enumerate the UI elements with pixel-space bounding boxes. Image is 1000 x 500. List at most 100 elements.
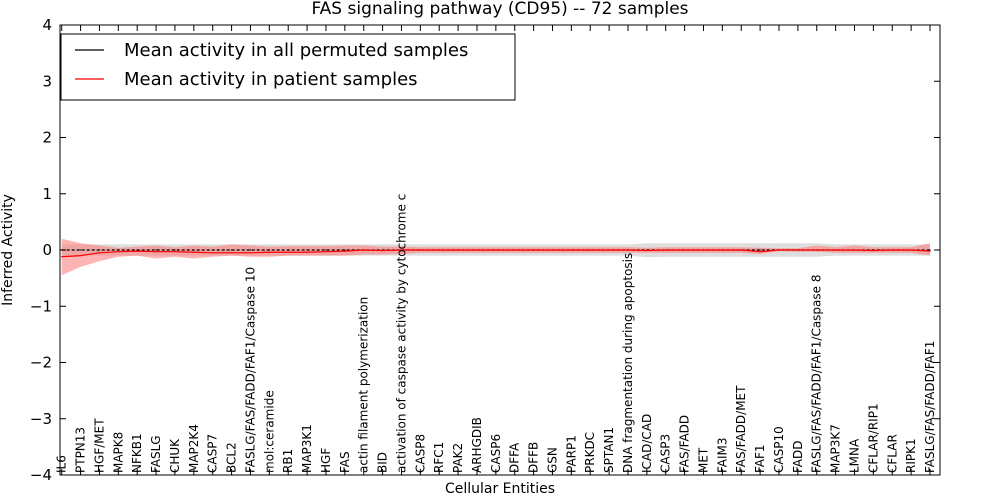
data-point-patient [646, 249, 648, 252]
x-tick-label: DFFB [527, 442, 541, 473]
x-tick-label: MAP3K1 [300, 424, 314, 473]
data-point-patient [910, 249, 912, 251]
data-point-permuted [344, 249, 346, 251]
x-tick-label: CFLAR/RIP1 [866, 403, 880, 473]
series-lines [61, 249, 931, 258]
data-point-permuted [174, 249, 176, 251]
x-axis-label: Cellular Entities [445, 481, 555, 497]
x-tick-label: CASP6 [489, 434, 503, 473]
x-tick-label: FAF1 [753, 444, 767, 473]
x-tick-label: FASLG/FAS/FADD/FAF1 [923, 341, 937, 473]
x-tick-label: HGF [319, 448, 333, 473]
data-point-patient [457, 249, 459, 251]
data-point-patient [438, 249, 440, 251]
x-tick-label: DFFA [508, 442, 522, 473]
data-point-patient [249, 252, 252, 254]
data-point-patient [514, 249, 516, 251]
data-point-patient [495, 249, 497, 251]
data-point-permuted [79, 249, 82, 251]
data-point-patient [136, 250, 138, 252]
data-point-permuted [929, 249, 931, 251]
data-point-patient [117, 251, 119, 253]
x-tick-label: FASLG/FAS/FADD/FAF1/Caspase 8 [810, 275, 824, 474]
y-tick-label: −3 [30, 410, 52, 428]
x-tick-label: SPTAN1 [602, 427, 616, 473]
data-point-patient [193, 251, 195, 253]
x-tick-label: DNA fragmentation during apoptosis [621, 253, 635, 473]
x-tick-label: FAS [338, 451, 352, 473]
data-point-patient [721, 249, 723, 251]
y-axis-ticks: −4 −3 −2 −1 0 1 2 3 4 [30, 16, 940, 484]
x-axis-ticks: IL6 PTPN13 HGF/MET MAPK8 NFKB1 FASLG CHUK MAP2K… [55, 25, 937, 475]
data-point-patient [665, 249, 667, 251]
x-tick-label: FADD [791, 441, 805, 474]
data-point-patient [533, 249, 535, 251]
data-point-permuted [98, 249, 101, 251]
x-tick-label: BCL2 [225, 442, 239, 473]
x-tick-label: FAIM3 [715, 437, 729, 473]
x-tick-label: CASP8 [413, 434, 427, 473]
x-tick-label: GSN [545, 447, 559, 473]
x-tick-label: mol:ceramide [262, 390, 276, 473]
data-point-patient [212, 252, 214, 254]
y-tick-label: 0 [42, 241, 52, 259]
x-tick-label: IL6 [55, 455, 69, 473]
x-tick-label: CASP7 [206, 434, 220, 473]
x-tick-label: MAPK8 [111, 432, 125, 473]
data-point-patient [306, 251, 308, 253]
data-point-patient [627, 249, 629, 251]
x-tick-label: actin filament polymerization [357, 297, 371, 473]
confidence-bands [61, 238, 930, 276]
x-tick-label: FASLG [149, 435, 163, 473]
x-tick-label: CASP10 [772, 426, 786, 473]
data-point-patient [400, 249, 403, 251]
chart-title: FAS signaling pathway (CD95) -- 72 sampl… [311, 0, 688, 19]
data-point-patient [608, 249, 610, 251]
data-point-patient [230, 252, 233, 254]
data-point-patient [325, 251, 327, 253]
data-point-patient [155, 251, 157, 253]
x-tick-label: RIPK1 [904, 438, 918, 473]
x-tick-label: NFKB1 [130, 433, 144, 473]
data-point-patient [797, 249, 799, 251]
data-point-patient [929, 250, 931, 252]
data-point-permuted [759, 249, 761, 251]
x-tick-label: MAP2K4 [187, 424, 201, 473]
x-tick-label: PAK2 [451, 443, 465, 473]
x-tick-label: LMNA [848, 438, 862, 473]
x-tick-label: ICAD/CAD [640, 414, 654, 473]
data-point-patient [872, 249, 874, 252]
x-tick-label: ARHGDIB [470, 417, 484, 473]
y-tick-label: 3 [42, 72, 52, 90]
x-tick-label: RFC1 [432, 442, 446, 473]
data-point-patient [551, 249, 554, 251]
data-point-patient [891, 249, 893, 251]
data-point-permuted [287, 249, 289, 251]
x-tick-label: activation of caspase activity by cytoch… [394, 194, 408, 473]
data-point-patient [61, 256, 63, 258]
data-point-patient [79, 255, 82, 257]
data-point-permuted [249, 249, 252, 251]
band-patient [61, 238, 930, 276]
x-tick-label: MET [696, 447, 710, 473]
x-tick-label: PRKDC [583, 432, 597, 473]
data-point-permuted [155, 249, 157, 251]
data-point-patient [570, 249, 572, 251]
y-tick-label: −4 [30, 466, 52, 484]
data-point-patient [287, 251, 289, 253]
data-point-permuted [306, 249, 308, 251]
data-point-patient [684, 249, 686, 251]
data-point-patient [174, 251, 176, 253]
data-point-patient [363, 249, 365, 251]
x-tick-label: PARP1 [564, 435, 578, 473]
x-tick-label: MAP3K7 [829, 424, 843, 473]
data-point-patient [778, 249, 780, 251]
y-tick-label: 1 [42, 185, 52, 203]
legend-box [60, 33, 516, 101]
y-tick-label: −1 [30, 297, 52, 315]
data-point-patient [740, 249, 742, 251]
x-tick-label: CASP3 [659, 434, 673, 473]
x-tick-label: CHUK [168, 438, 182, 473]
data-point-permuted [136, 249, 138, 251]
